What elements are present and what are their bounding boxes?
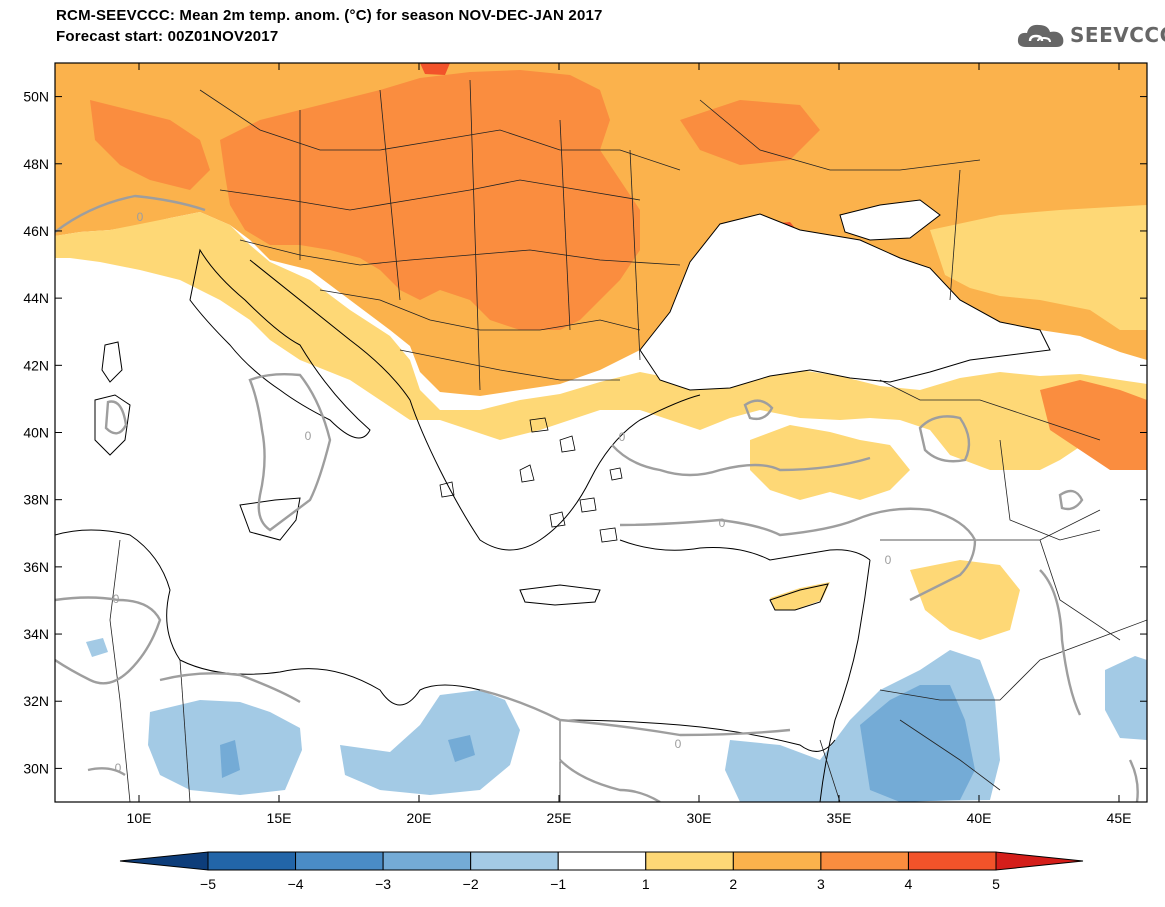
zero-contour-label: 0 [137,210,144,224]
aegean-islands [439,417,623,543]
colorbar-tick-label: −5 [200,876,216,892]
anomaly-m2-m1-libya [340,690,520,795]
colorbar-tick-label: 5 [992,876,1000,892]
balkan-coastline [249,259,701,551]
lat-tick-label: 48N [23,156,49,172]
lon-tick-label: 20E [407,810,432,826]
zero-contour-label: 0 [619,430,626,444]
country-borders [109,79,1147,802]
lon-tick-label: 10E [127,810,152,826]
forecast-start-label: Forecast start: 00Z01NOV2017 [56,28,279,45]
colorbar-tick-label: −4 [288,876,304,892]
anomaly-m3-m2-libya [448,735,475,762]
colorbar-high-extension [995,851,1084,871]
anomaly-m3-m2-arabia [860,685,975,802]
cyprus-outline [769,583,829,611]
colorbar-tick-label: 2 [729,876,737,892]
lat-tick-label: 46N [23,223,49,239]
colorbar-tick-label: 3 [817,876,825,892]
lat-tick-label: 40N [23,425,49,441]
map-content [55,63,1147,802]
anomaly-1-2-levant [910,560,1020,640]
sardinia-outline [94,394,131,456]
europe-coastline [189,248,371,439]
anomaly-3-4-east [1040,380,1147,470]
anomaly-m3-m2-sahara [220,740,240,778]
lat-tick-label: 30N [23,760,49,776]
zero-contour-label: 0 [885,553,892,567]
anomaly-1-2-anatolia [750,425,910,500]
longitude-axis: 10E 15E 20E 25E 30E 35E 40E 45E [127,63,1132,826]
lat-tick-label: 38N [23,492,49,508]
lon-tick-label: 35E [827,810,852,826]
anomaly-1-2-central-band [55,212,1147,470]
lon-tick-label: 45E [1107,810,1132,826]
levant-coastline [819,559,871,802]
colorbar: −5 −4 −3 −2 −1 1 2 3 4 5 [119,851,1084,892]
black-sea-shape [639,213,1051,391]
anomaly-m2-m1-east [1105,656,1147,740]
anomaly-1-2-east-region [930,205,1147,330]
anomaly-3-4-west [90,100,210,190]
lon-tick-label: 40E [967,810,992,826]
colorbar-segment [907,851,997,871]
colorbar-low-extension [119,851,209,871]
colorbar-tick-label: −2 [463,876,479,892]
colorbar-tick-label: −1 [550,876,566,892]
azov-sea [839,199,941,241]
anomaly-1-2-cyprus [770,582,830,610]
zero-contour-label: 0 [675,737,682,751]
colorbar-segment [470,851,559,871]
zero-contours [55,194,1139,802]
lat-tick-label: 34N [23,626,49,642]
lat-tick-label: 32N [23,693,49,709]
lat-tick-label: 36N [23,559,49,575]
colorbar-tick-label: 4 [905,876,913,892]
zero-contour-label: 0 [115,761,122,775]
anomaly-3-4-core [220,70,640,330]
crete-outline [519,584,601,606]
latitude-axis: 50N 48N 46N 44N 42N 40N 38N 36N 34N 32N 30N [23,89,1147,776]
colorbar-segment [295,851,384,871]
zero-contour-label: 0 [113,592,120,606]
lat-tick-label: 50N [23,89,49,105]
seevccc-logo: SEEVCCC [1016,18,1165,52]
lat-tick-label: 42N [23,357,49,373]
colorbar-tick-label: −3 [375,876,391,892]
sicily-outline [239,497,301,541]
colorbar-segment [557,851,647,871]
anomaly-3-4-northeast [680,100,820,165]
anomaly-m2-m1-tunisia [86,638,108,657]
colorbar-segment [820,851,909,871]
lon-tick-label: 30E [687,810,712,826]
colorbar-segment [207,851,297,871]
zero-contour-label: 0 [305,429,312,443]
lon-tick-label: 15E [267,810,292,826]
anomaly-4-5-north-patch [420,63,450,75]
colorbar-segment [732,851,822,871]
corsica-outline [101,341,123,383]
lon-tick-label: 25E [547,810,572,826]
anatolia-coastline [619,539,871,561]
colorbar-tick-label: 1 [642,876,650,892]
colorbar-segment [382,851,472,871]
zero-contour-label: 0 [719,516,726,530]
map-title: RCM-SEEVCCC: Mean 2m temp. anom. (°C) fo… [56,7,603,24]
north-africa-coastline [55,529,836,752]
lat-tick-label: 44N [23,290,49,306]
cloud-icon [1017,24,1064,47]
zero-contour-labels: 0 0 0 0 0 0 0 0 [113,210,892,775]
colorbar-segment [645,851,734,871]
logo-text: SEEVCCC [1070,23,1165,47]
